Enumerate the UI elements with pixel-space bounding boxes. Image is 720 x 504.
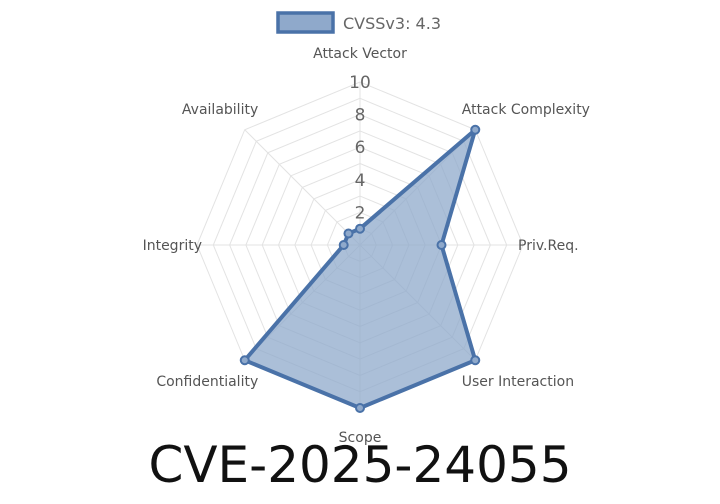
axis-label: User Interaction (462, 374, 574, 390)
data-point (355, 403, 365, 413)
axis-label: Confidentiality (156, 374, 258, 390)
tick-label: 10 (349, 73, 371, 93)
legend: CVSSv3: 4.3 (276, 11, 441, 34)
data-point (436, 240, 447, 250)
axis-label: Priv.Req. (518, 238, 579, 254)
cve-title: CVE-2025-24055 (148, 436, 571, 494)
grid-spoke (244, 129, 361, 246)
data-point (343, 228, 354, 239)
axis-label: Attack Complexity (462, 102, 590, 118)
tick-label: 4 (355, 171, 366, 191)
axis-label: Scope (339, 430, 382, 446)
data-point (239, 355, 250, 366)
axis-label: Attack Vector (313, 46, 407, 62)
tick-label: 2 (355, 203, 366, 223)
tick-labels: 2 4 6 8 10 (349, 73, 371, 223)
legend-swatch (276, 11, 335, 34)
data-point (338, 240, 349, 250)
data-point (355, 223, 365, 234)
tick-label: 6 (355, 138, 366, 158)
axis-label: Availability (182, 102, 258, 118)
axis-label: Integrity (143, 238, 202, 254)
data-point (470, 355, 481, 366)
axis-labels: Attack Vector Attack Complexity Priv.Req. U… (143, 46, 590, 446)
legend-label: CVSSv3: 4.3 (343, 14, 441, 33)
tick-label: 8 (355, 106, 366, 126)
data-point (470, 124, 481, 135)
radar-series (239, 124, 481, 413)
